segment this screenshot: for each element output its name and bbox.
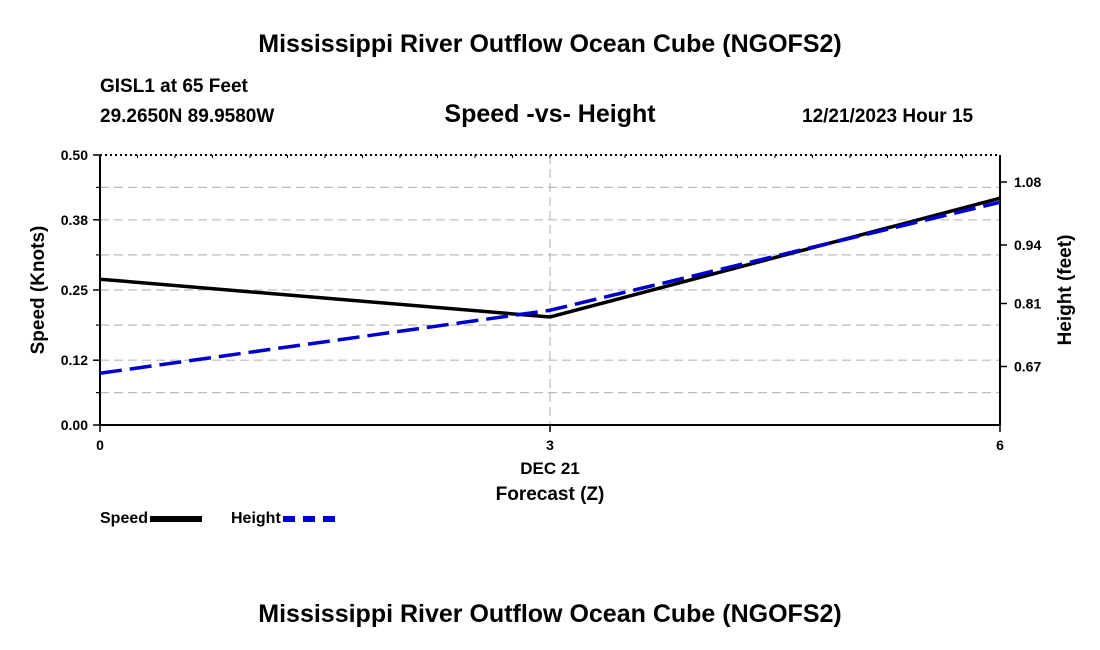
y-tick-label: 0.25 — [61, 282, 88, 298]
x-date-label: DEC 21 — [520, 459, 580, 478]
y-tick-label: 0.38 — [61, 212, 88, 228]
legend-speed-swatch — [150, 516, 203, 522]
legend-speed-label: Speed — [100, 510, 149, 527]
x-tick-label: 6 — [996, 437, 1004, 453]
x-axis-label: Forecast (Z) — [496, 484, 605, 505]
legend-speed: Speed — [100, 510, 203, 528]
x-tick-label: 3 — [546, 437, 554, 453]
y-axis-label: Speed (Knots) — [28, 226, 49, 355]
legend-height-swatch — [282, 516, 335, 522]
y2-tick-label: 0.81 — [1014, 296, 1041, 312]
x-tick-label: 0 — [96, 437, 104, 453]
plot-title: Speed -vs- Height — [444, 100, 656, 128]
station-label: GISL1 at 65 Feet — [100, 76, 248, 97]
y2-axis-label: Height (feet) — [1055, 235, 1076, 346]
datetime-label: 12/21/2023 Hour 15 — [802, 106, 974, 127]
y-tick-label: 0.50 — [61, 147, 88, 163]
y-tick-label: 0.12 — [61, 352, 88, 368]
chart-title: Mississippi River Outflow Ocean Cube (NG… — [258, 30, 842, 58]
footer-title: Mississippi River Outflow Ocean Cube (NG… — [258, 600, 842, 628]
y2-tick-label: 1.08 — [1014, 174, 1041, 190]
y-tick-label: 0.00 — [61, 417, 88, 433]
height-series-line — [99, 200, 1001, 375]
y2-tick-label: 0.94 — [1014, 237, 1041, 253]
coordinates-label: 29.2650N 89.9580W — [100, 106, 275, 127]
legend-height-label: Height — [231, 510, 281, 527]
legend-height: Height — [231, 510, 335, 528]
y2-tick-label: 0.67 — [1014, 359, 1041, 375]
